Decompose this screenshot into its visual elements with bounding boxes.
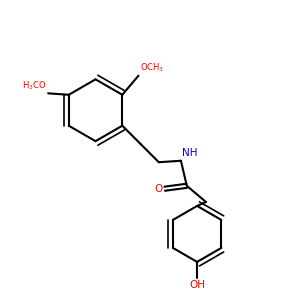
Text: NH: NH — [182, 148, 197, 158]
Text: H$_3$CO: H$_3$CO — [22, 80, 47, 92]
Text: OCH$_3$: OCH$_3$ — [140, 62, 164, 74]
Text: O: O — [154, 184, 162, 194]
Text: OH: OH — [189, 280, 205, 290]
